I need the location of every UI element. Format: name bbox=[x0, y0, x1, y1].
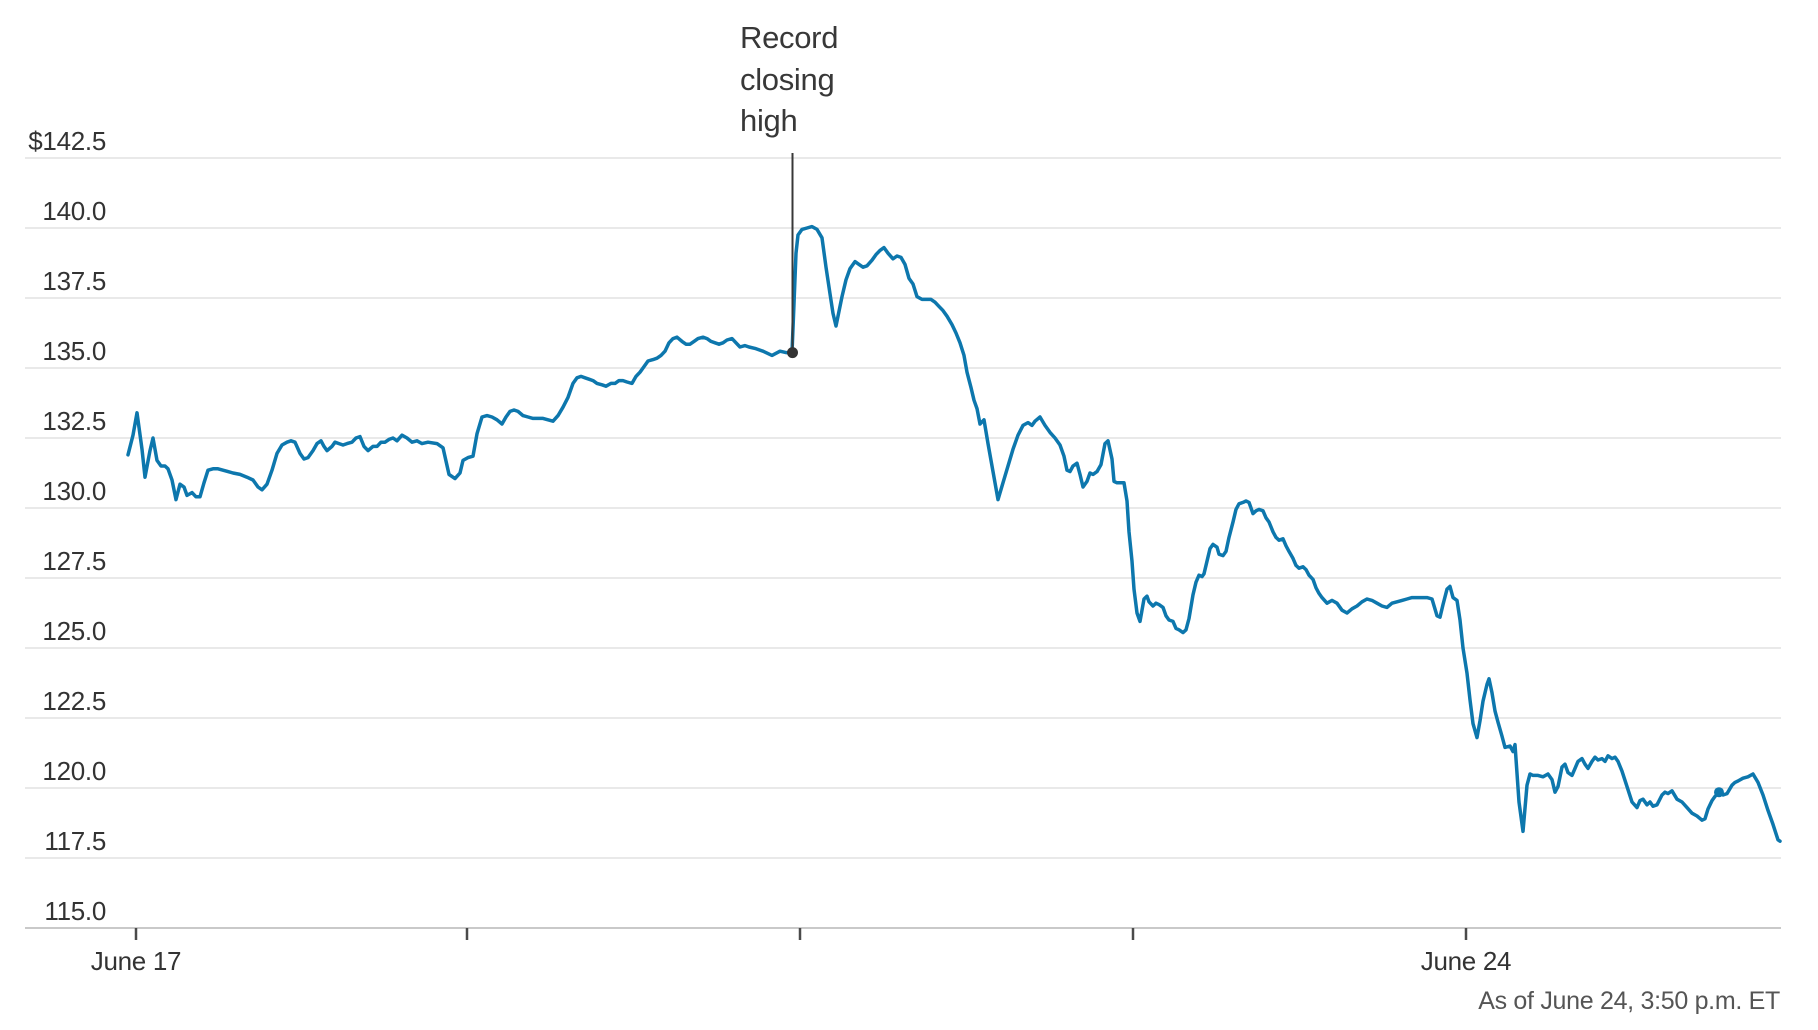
y-axis-label: 120.0 bbox=[42, 756, 106, 786]
record-closing-high-annotation: Record closing high bbox=[740, 20, 846, 138]
y-axis-label: $142.5 bbox=[28, 126, 106, 156]
x-axis-label-june-17: June 17 bbox=[91, 946, 181, 976]
y-axis-label: 115.0 bbox=[44, 896, 106, 926]
x-axis-ticks bbox=[134, 928, 1468, 940]
y-axis-label: 132.5 bbox=[42, 406, 106, 436]
y-axis-label: 137.5 bbox=[42, 266, 106, 296]
price-line bbox=[126, 224, 1782, 843]
x-axis-label-june-24: June 24 bbox=[1421, 946, 1511, 976]
as-of-footnote: As of June 24, 3:50 p.m. ET bbox=[1478, 987, 1780, 1015]
latest-price-dot bbox=[1714, 787, 1724, 798]
y-axis-label: 130.0 bbox=[42, 476, 106, 506]
y-axis-label: 127.5 bbox=[42, 546, 106, 576]
y-axis-label: 122.5 bbox=[42, 686, 106, 716]
record-high-marker-dot bbox=[787, 347, 798, 359]
y-axis-label: 125.0 bbox=[42, 616, 106, 646]
y-axis-label: 135.0 bbox=[42, 336, 106, 366]
y-axis-labels: $142.5 140.0 137.5 135.0 132.5 130.0 127.5 125.… bbox=[28, 126, 106, 926]
y-axis-label: 140.0 bbox=[42, 196, 106, 226]
y-axis-label: 117.5 bbox=[44, 826, 106, 856]
gridline-group bbox=[25, 157, 1781, 929]
